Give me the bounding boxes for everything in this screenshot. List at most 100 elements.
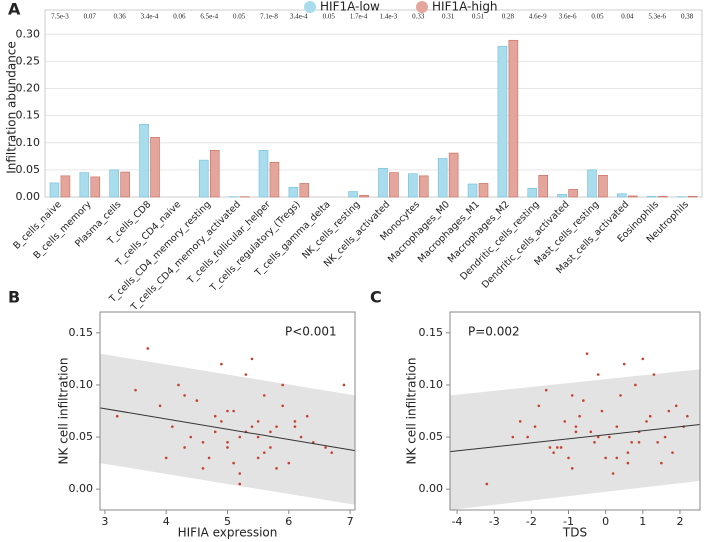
y-axis-label: NK cell infiltration (57, 358, 71, 465)
point (641, 357, 645, 361)
bar (389, 172, 399, 198)
point (619, 394, 622, 397)
y-tick-label: 0.00 (69, 482, 94, 495)
point (250, 425, 254, 428)
point (275, 467, 278, 470)
y-tick-label: 0.00 (419, 482, 444, 495)
point (293, 420, 297, 423)
x-tick-label: 4 (163, 515, 170, 528)
x-tick-label: 1 (639, 515, 646, 528)
p-value: 7.1e-8 (260, 13, 278, 21)
point (596, 435, 600, 439)
bar (628, 195, 638, 198)
point (146, 347, 150, 350)
point (686, 414, 689, 418)
point (238, 435, 242, 439)
y-axis-label: NK cell infiltration (405, 358, 419, 465)
point (226, 440, 229, 444)
plot-frame (44, 9, 703, 198)
bar (646, 196, 657, 198)
point (183, 394, 186, 397)
x-tick-label: 0 (602, 515, 609, 528)
x-tick-label: -4 (452, 515, 463, 528)
point (611, 472, 615, 475)
point (674, 404, 678, 408)
point (305, 414, 309, 418)
point (177, 383, 180, 387)
p-value: 0.38 (681, 13, 694, 21)
bar (497, 45, 508, 198)
p-value: 3.4e-4 (141, 13, 159, 21)
p-value: 0.05 (323, 13, 336, 21)
bar (437, 158, 448, 198)
confidence-band (450, 369, 700, 510)
plot-frame (449, 311, 701, 511)
point (213, 430, 217, 434)
point (330, 451, 334, 454)
x-axis-label: TDS (562, 526, 587, 540)
bar (209, 150, 220, 198)
bar (448, 152, 459, 198)
point (645, 420, 648, 423)
p-value: 0.33 (412, 13, 425, 21)
point (578, 414, 581, 418)
point (220, 420, 223, 423)
bar (508, 39, 519, 198)
bar (150, 137, 160, 198)
point (585, 352, 589, 355)
x-tick-label: T_cells_CD4_memory_activated (128, 199, 243, 314)
point (582, 399, 585, 402)
x-tick-label: 2 (676, 515, 683, 528)
point (593, 440, 596, 444)
point (232, 409, 235, 413)
bar (288, 186, 299, 198)
point (663, 435, 667, 439)
point (171, 425, 174, 428)
point (262, 394, 266, 397)
point (275, 425, 278, 428)
fit-line (99, 407, 356, 452)
y-tick-label: 0.05 (419, 430, 444, 443)
p-value: 0.28 (502, 13, 515, 21)
y-tick-label: 0.15 (419, 326, 444, 339)
x-tick-label: -3 (489, 515, 500, 528)
point (312, 440, 315, 444)
point (615, 456, 619, 460)
p-value: P=0.002 (468, 325, 520, 339)
x-axis-label: HIFIA expression (178, 526, 278, 540)
p-value: 3.6e-6 (559, 13, 577, 21)
bar (49, 182, 60, 198)
p-value: 6.5e-4 (200, 13, 218, 21)
point (207, 456, 211, 460)
point (115, 414, 119, 418)
p-value: 0.04 (621, 13, 634, 21)
y-tick-label: 0.05 (69, 430, 94, 443)
y-tick-label: 0.15 (69, 326, 94, 339)
point (281, 404, 284, 408)
bar (408, 173, 418, 198)
bar (418, 175, 429, 198)
point (238, 482, 242, 486)
legend-swatch (304, 1, 316, 13)
point (537, 404, 541, 408)
bar (269, 161, 280, 198)
bar (348, 191, 358, 198)
legend-label: HIF1A-low (320, 0, 380, 14)
y-tick-label: 0.10 (69, 378, 94, 391)
point (195, 399, 199, 402)
point (556, 446, 559, 449)
p-value: 0.51 (472, 13, 485, 21)
point (630, 440, 633, 444)
point (256, 435, 260, 439)
point (570, 467, 574, 470)
point (238, 472, 242, 475)
point (232, 461, 235, 465)
bar (109, 169, 119, 198)
y-tick-label: 0.25 (16, 54, 41, 67)
y-tick-label: 0.05 (16, 163, 41, 176)
point (589, 430, 593, 434)
point (134, 388, 137, 392)
panel-label: A (8, 0, 21, 19)
bar (587, 169, 597, 198)
point (226, 446, 229, 449)
